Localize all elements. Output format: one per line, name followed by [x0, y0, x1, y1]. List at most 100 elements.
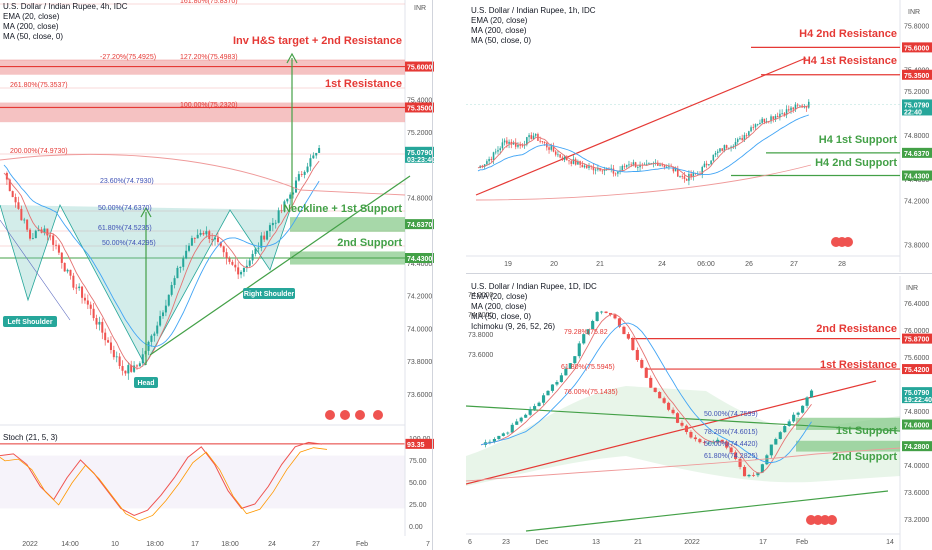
- h4-candle: [170, 285, 173, 295]
- h4-candle: [289, 194, 292, 199]
- d1-ichimoku-cloud: [466, 386, 900, 486]
- h4-head-badge: [134, 377, 158, 388]
- h1-candle: [712, 154, 715, 161]
- d1-candle: [729, 447, 733, 453]
- h4-candle: [312, 155, 315, 159]
- h4-y-tick: 75.2000: [407, 130, 432, 137]
- h4-candle: [55, 244, 58, 246]
- h1-candle: [788, 109, 790, 111]
- d1-candle: [702, 442, 706, 444]
- d1-ma50-line: [480, 322, 812, 464]
- h1-candle: [628, 164, 630, 166]
- h4-2nd-resistance-zone: [0, 60, 405, 75]
- d1-candle: [510, 424, 514, 433]
- h1-candle: [537, 134, 539, 141]
- d1-candle: [751, 474, 756, 476]
- d1-price-tag: 75.4200: [904, 367, 929, 374]
- h1-candle: [563, 156, 566, 160]
- h1-candle: [752, 127, 755, 129]
- h4-candle: [263, 235, 266, 240]
- h4-price-tag: 75.6000: [407, 65, 432, 72]
- h4-candle: [164, 305, 167, 313]
- d1-candle: [720, 439, 724, 442]
- d1-y-tick: 74.8000: [904, 409, 929, 416]
- d1-candle: [631, 338, 635, 350]
- h4-candle: [107, 340, 110, 343]
- d1-indicator-ma50: MA (50, close, 0): [471, 312, 532, 321]
- h1-candle: [714, 153, 717, 155]
- h4-candle: [34, 230, 37, 239]
- h1-candle: [734, 141, 737, 147]
- flag-icon: [325, 410, 335, 420]
- h4-candle: [208, 231, 211, 239]
- h4-candle: [109, 342, 112, 350]
- d1-candle: [756, 472, 760, 476]
- h4-candle: [216, 237, 219, 243]
- d1-candle: [738, 458, 742, 467]
- d1-legend: U.S. Dollar / Indian Rupee, 1D, IDC EMA …: [471, 282, 597, 332]
- d1-candle: [577, 343, 581, 357]
- h1-y-tick: 75.8000: [904, 23, 929, 30]
- h4-candle: [29, 229, 32, 239]
- h4-candle: [23, 219, 26, 221]
- h4-left_shoulder-label: Left Shoulder: [7, 319, 52, 326]
- flag-icon: [355, 410, 365, 420]
- h1-candle: [561, 157, 564, 160]
- h4-candle: [31, 238, 34, 239]
- d1-price-tag: 74.2800: [904, 444, 929, 451]
- h1-candle: [672, 166, 675, 172]
- h1-candle: [794, 104, 797, 110]
- h1-candle: [550, 146, 553, 150]
- h4-neckline-annotation: Neckline + 1st Support: [283, 203, 402, 215]
- h4-indicator-ma50: MA (50, close, 0): [3, 32, 64, 41]
- h1-legend: U.S. Dollar / Indian Rupee, 1h, IDC EMA …: [471, 6, 596, 46]
- d1-candle: [519, 417, 523, 422]
- h4-candle: [234, 264, 237, 268]
- h1-candle: [574, 159, 577, 165]
- d1-left-y-tick: 74.0000: [468, 312, 493, 319]
- stoch-band: [0, 455, 405, 509]
- h4-candle: [248, 260, 251, 266]
- h4-y-tick: 74.8000: [407, 195, 432, 202]
- h4-candle: [188, 245, 191, 251]
- d1-price-tag: 74.6000: [904, 423, 929, 430]
- stoch-value-tag: 93.35: [407, 442, 425, 449]
- d1-chart-svg[interactable]: 79.28%(75.82 61.80%(75.5945) 76.00%(75.143…: [466, 276, 932, 550]
- h1-candle: [756, 124, 759, 126]
- h1-candle: [748, 131, 750, 136]
- d1-candle: [684, 425, 689, 432]
- d1-price-tag-bg: [902, 387, 932, 404]
- h4-candle: [315, 152, 318, 156]
- d1-candle: [760, 464, 764, 473]
- h4-candle: [130, 365, 133, 372]
- d1-candle: [689, 431, 693, 438]
- h1-candle: [568, 160, 570, 162]
- h1-candle: [703, 163, 706, 167]
- h4-candle: [199, 232, 202, 235]
- h1-chart-svg[interactable]: H4 2nd Resistance H4 1st Resistance H4 1st…: [466, 0, 932, 272]
- h1-candle: [521, 145, 524, 147]
- h4-candle: [133, 365, 136, 372]
- d1-candle: [515, 421, 519, 425]
- d1-candle: [742, 466, 747, 477]
- d1-candle: [747, 474, 751, 477]
- h4-candle: [69, 269, 72, 276]
- d1-candle: [559, 375, 563, 383]
- d1-s1-annotation: 1st Support: [836, 425, 897, 437]
- d1-ma200-line: [466, 447, 901, 482]
- h1-price-tag-bg: [902, 99, 932, 116]
- h4-chart-svg[interactable]: 161.80%(75.8370) -27.20%(75.4925) 127.20%(…: [0, 0, 434, 430]
- h4-candle: [280, 210, 283, 212]
- d1-y-tick: 74.0000: [904, 463, 929, 470]
- h4-candle: [89, 304, 92, 309]
- h4-x-axis: 2022 14:00 10 18:00 17 18:00 24 27 Feb 7: [0, 536, 434, 550]
- h4-price-tag: 74.4300: [407, 256, 432, 263]
- h1-candle: [710, 160, 712, 165]
- d1-candle: [573, 356, 577, 364]
- h1-candle: [739, 138, 741, 140]
- h4-fib-label: 61.80%(74.5235): [98, 225, 152, 232]
- d1-fib-label: 78.20%(74.6015): [704, 429, 758, 436]
- h1-candle: [557, 154, 559, 156]
- h4-candle: [202, 232, 205, 235]
